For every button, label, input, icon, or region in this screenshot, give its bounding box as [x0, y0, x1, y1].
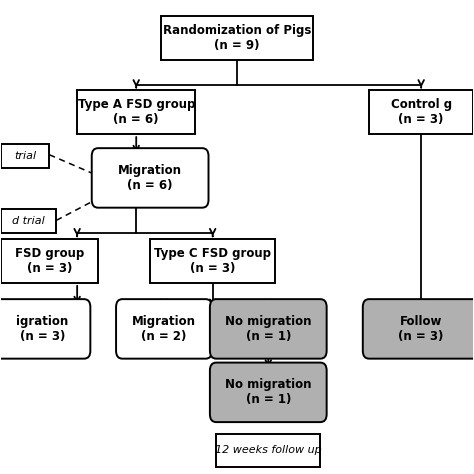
FancyBboxPatch shape [216, 434, 320, 467]
Text: Randomization of Pigs
(n = 9): Randomization of Pigs (n = 9) [163, 24, 311, 52]
FancyBboxPatch shape [161, 16, 313, 60]
FancyBboxPatch shape [210, 363, 327, 422]
FancyBboxPatch shape [363, 299, 474, 359]
Text: Migration
(n = 6): Migration (n = 6) [118, 164, 182, 192]
FancyBboxPatch shape [0, 239, 98, 283]
Text: FSD group
(n = 3): FSD group (n = 3) [15, 247, 84, 275]
FancyBboxPatch shape [116, 299, 212, 359]
Text: No migration
(n = 1): No migration (n = 1) [225, 315, 311, 343]
Text: Migration
(n = 2): Migration (n = 2) [132, 315, 196, 343]
Text: Control g
(n = 3): Control g (n = 3) [391, 98, 452, 126]
FancyBboxPatch shape [0, 299, 91, 359]
FancyBboxPatch shape [0, 144, 49, 168]
FancyBboxPatch shape [92, 148, 209, 208]
Text: d trial: d trial [12, 216, 45, 226]
Text: No migration
(n = 1): No migration (n = 1) [225, 378, 311, 406]
Text: Type C FSD group
(n = 3): Type C FSD group (n = 3) [154, 247, 271, 275]
Text: igration
(n = 3): igration (n = 3) [16, 315, 69, 343]
FancyBboxPatch shape [77, 91, 195, 134]
FancyBboxPatch shape [0, 209, 56, 233]
FancyBboxPatch shape [210, 299, 327, 359]
Text: Type A FSD group
(n = 6): Type A FSD group (n = 6) [78, 98, 195, 126]
Text: trial: trial [14, 151, 36, 161]
Text: Follow
(n = 3): Follow (n = 3) [399, 315, 444, 343]
FancyBboxPatch shape [369, 91, 474, 134]
Text: 12 weeks follow up: 12 weeks follow up [215, 446, 322, 456]
FancyBboxPatch shape [150, 239, 275, 283]
